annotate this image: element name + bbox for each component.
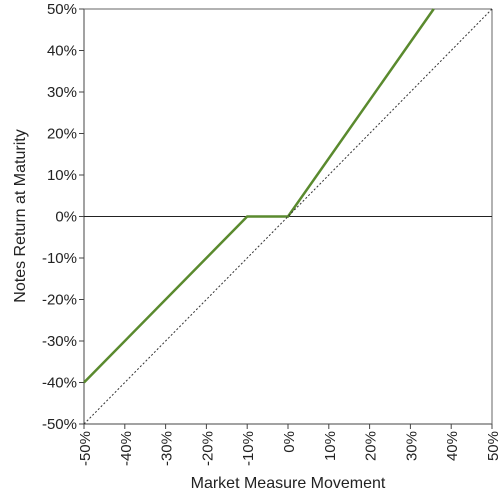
y-tick-label: -50% <box>42 416 77 433</box>
x-tick-label: -10% <box>240 431 257 466</box>
y-tick-label: 30% <box>47 84 77 101</box>
y-tick-label: -10% <box>42 250 77 267</box>
x-axis-ticks: -50% -40% -30% -20% -10% 0% 10% 20% 30% 40% 50% <box>77 424 500 466</box>
y-tick-label: 20% <box>47 126 77 143</box>
y-axis-label: Notes Return at Maturity <box>12 129 29 302</box>
x-tick-label: 40% <box>444 431 461 461</box>
x-tick-label: -30% <box>159 431 176 466</box>
y-tick-label: 10% <box>47 167 77 184</box>
series-group <box>83 8 493 425</box>
y-tick-label: 50% <box>47 1 77 18</box>
notes-return-line <box>83 8 435 384</box>
x-tick-label: 30% <box>403 431 420 461</box>
y-tick-label: 40% <box>47 43 77 60</box>
x-tick-label: -40% <box>118 431 135 466</box>
y-tick-label: -40% <box>42 375 77 392</box>
x-tick-label: -50% <box>77 431 94 466</box>
y-tick-label: -20% <box>42 292 77 309</box>
y-axis-ticks: 50% 40% 30% 20% 10% 0% -10% -20% -30% -40% -50% <box>42 1 84 433</box>
y-tick-label: 0% <box>55 209 77 226</box>
reference-line <box>83 8 493 425</box>
x-tick-label: 20% <box>363 431 380 461</box>
x-tick-label: 0% <box>281 431 298 453</box>
x-tick-label: 50% <box>485 431 500 461</box>
x-tick-label: -20% <box>199 431 216 466</box>
x-tick-label: 10% <box>322 431 339 461</box>
x-axis-label: Market Measure Movement <box>191 475 386 492</box>
y-tick-label: -30% <box>42 333 77 350</box>
